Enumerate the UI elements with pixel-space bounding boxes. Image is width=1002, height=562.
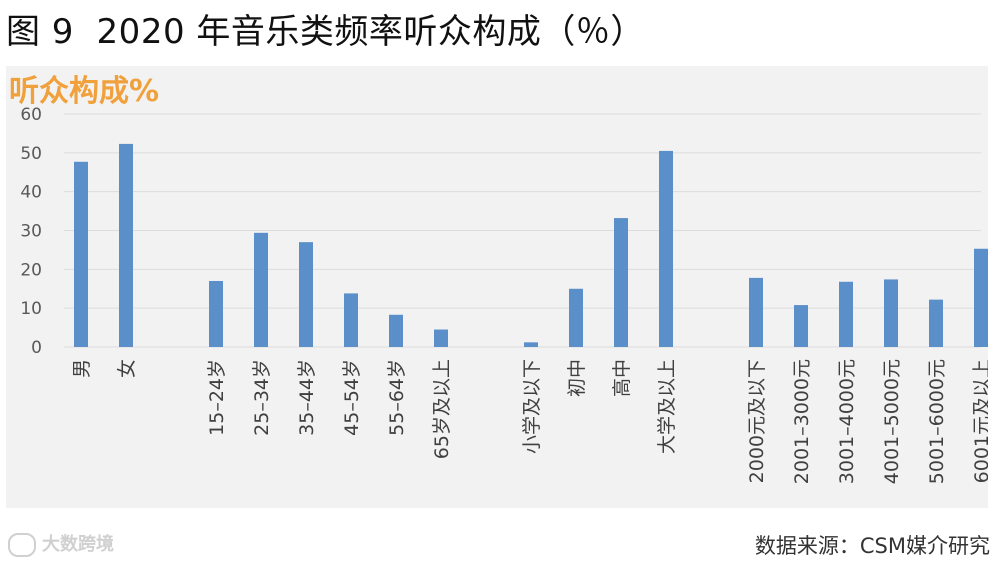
x-tick-label: 4001–5000元 <box>881 359 903 484</box>
x-tick-label: 小学及以下 <box>521 359 543 454</box>
watermark-logo-icon <box>8 533 36 557</box>
y-tick-label: 40 <box>20 183 42 203</box>
source-note: 数据来源：CSM媒介研究 <box>754 534 990 558</box>
bar <box>659 150 673 347</box>
bar <box>344 293 358 347</box>
bar <box>389 314 403 347</box>
bar <box>209 280 223 347</box>
bar <box>884 279 898 347</box>
x-tick-label: 5001–6000元 <box>926 359 948 484</box>
figure-title: 图 9 2020 年音乐类频率听众构成（％） <box>6 12 645 52</box>
y-tick-label: 20 <box>20 260 42 280</box>
y-tick-label: 10 <box>20 299 42 319</box>
bar <box>434 329 448 347</box>
y-tick-label: 30 <box>20 222 42 242</box>
bar <box>299 242 313 347</box>
chart-panel: 0 10 20 30 40 50 60 男 女 15–24岁 25–34岁 35–44岁 45–54岁 5… <box>6 66 988 508</box>
bar-chart: 0 10 20 30 40 50 60 男 女 15–24岁 25–34岁 35–44岁 45–54岁 5… <box>20 105 988 484</box>
x-tick-label: 55–64岁 <box>386 359 408 436</box>
y-tick-label: 60 <box>20 105 42 125</box>
watermark: 大数跨境 <box>8 530 114 557</box>
x-tick-label: 初中 <box>566 359 588 397</box>
x-tick-label: 3001–4000元 <box>836 359 858 484</box>
bar <box>119 143 133 347</box>
y-tick-label: 0 <box>31 338 42 358</box>
y-tick-label: 50 <box>20 144 42 164</box>
watermark-text: 大数跨境 <box>42 534 114 555</box>
x-tick-label: 大学及以上 <box>656 359 678 454</box>
x-tick-label: 2001–3000元 <box>791 359 813 484</box>
bar <box>839 281 853 347</box>
x-tick-label: 女 <box>116 359 138 378</box>
x-tick-label: 25–34岁 <box>251 359 273 436</box>
x-tick-label: 35–44岁 <box>296 359 318 436</box>
bar <box>254 232 268 347</box>
x-tick-label: 6001元及以上 <box>971 359 988 483</box>
bar <box>749 277 763 347</box>
x-tick-label: 男 <box>71 359 93 378</box>
x-tick-label: 2000元及以下 <box>746 359 768 483</box>
chart-title: 听众构成% <box>9 74 160 109</box>
bar <box>614 218 628 347</box>
x-tick-label: 65岁及以上 <box>431 359 453 459</box>
bar <box>974 248 988 347</box>
bar <box>524 342 538 347</box>
bar <box>929 299 943 347</box>
x-tick-label: 45–54岁 <box>341 359 363 436</box>
x-tick-label: 高中 <box>611 359 633 397</box>
bar <box>74 161 88 347</box>
bar <box>794 305 808 347</box>
bar <box>569 288 583 347</box>
x-tick-label: 15–24岁 <box>206 359 228 436</box>
